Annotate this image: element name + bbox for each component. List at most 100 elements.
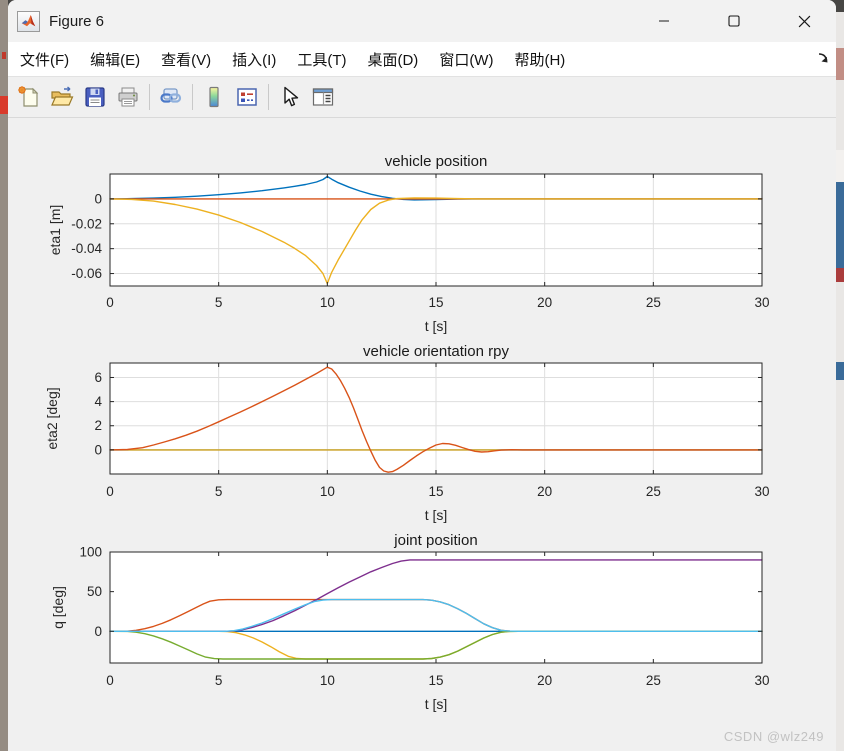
menu-view[interactable]: 查看(V) bbox=[161, 51, 212, 69]
y-axis-label: eta1 [m] bbox=[47, 205, 63, 256]
chart-vehicle-position: 0 5 10 15 20 25 30 0 -0.02 -0.04 -0.06 vehicle posi… bbox=[47, 153, 770, 334]
svg-text:15: 15 bbox=[428, 484, 443, 499]
dock-figure-button[interactable] bbox=[816, 51, 830, 70]
property-editor-icon bbox=[312, 88, 334, 106]
background-sliver bbox=[836, 48, 844, 80]
series-purple bbox=[109, 559, 763, 632]
svg-text:5: 5 bbox=[215, 295, 223, 310]
x-axis-label: t [s] bbox=[425, 318, 448, 334]
insert-legend-button[interactable] bbox=[232, 82, 262, 112]
background-sliver bbox=[836, 0, 844, 12]
insert-colorbar-button[interactable] bbox=[199, 82, 229, 112]
menu-window[interactable]: 窗口(W) bbox=[439, 51, 494, 69]
svg-text:100: 100 bbox=[79, 545, 102, 560]
background-red-dot bbox=[2, 52, 6, 59]
svg-text:15: 15 bbox=[428, 295, 443, 310]
series-green bbox=[109, 630, 763, 660]
chart-title: joint position bbox=[393, 532, 477, 549]
background-red-notch bbox=[0, 96, 8, 114]
window-title: Figure 6 bbox=[49, 12, 105, 30]
svg-text:50: 50 bbox=[87, 584, 102, 599]
minimize-button[interactable] bbox=[642, 0, 686, 42]
svg-text:0: 0 bbox=[106, 484, 114, 499]
background-sliver bbox=[836, 182, 844, 268]
svg-text:2: 2 bbox=[94, 418, 102, 433]
svg-text:30: 30 bbox=[754, 484, 769, 499]
svg-text:-0.02: -0.02 bbox=[71, 216, 102, 231]
toolbar-separator bbox=[192, 84, 193, 110]
svg-text:25: 25 bbox=[646, 484, 661, 499]
svg-text:0: 0 bbox=[94, 191, 102, 206]
maximize-button[interactable] bbox=[712, 0, 756, 42]
background-sliver bbox=[836, 362, 844, 380]
save-floppy-icon bbox=[85, 87, 105, 107]
titlebar[interactable]: Figure 6 bbox=[8, 0, 836, 42]
chart-title: vehicle position bbox=[385, 153, 488, 170]
menu-edit[interactable]: 编辑(E) bbox=[90, 51, 141, 69]
svg-text:-0.06: -0.06 bbox=[71, 266, 102, 281]
figure-toolbar bbox=[8, 77, 836, 118]
menu-help[interactable]: 帮助(H) bbox=[514, 51, 566, 69]
print-figure-button[interactable] bbox=[113, 82, 143, 112]
svg-text:4: 4 bbox=[94, 394, 102, 409]
menubar: 文件(F) 编辑(E) 查看(V) 插入(I) 工具(T) 桌面(D) 窗口(W… bbox=[8, 42, 836, 77]
svg-text:0: 0 bbox=[94, 442, 102, 457]
toolbar-separator bbox=[268, 84, 269, 110]
new-figure-button[interactable] bbox=[14, 82, 44, 112]
toolbar-separator bbox=[149, 84, 150, 110]
x-axis-label: t [s] bbox=[425, 696, 448, 712]
background-sliver bbox=[836, 268, 844, 282]
svg-text:0: 0 bbox=[106, 295, 114, 310]
watermark: CSDN @wlz249 bbox=[723, 729, 824, 744]
svg-text:0: 0 bbox=[106, 673, 114, 688]
background-right-strip bbox=[836, 0, 844, 751]
svg-text:20: 20 bbox=[537, 673, 552, 688]
maximize-icon bbox=[728, 15, 740, 27]
dock-arrow-icon bbox=[818, 53, 828, 63]
new-figure-icon bbox=[18, 86, 39, 107]
svg-text:25: 25 bbox=[646, 295, 661, 310]
property-inspector-button[interactable] bbox=[308, 82, 338, 112]
svg-text:0: 0 bbox=[94, 624, 102, 639]
chart-title: vehicle orientation rpy bbox=[363, 343, 509, 360]
menu-file[interactable]: 文件(F) bbox=[20, 51, 70, 69]
svg-text:30: 30 bbox=[754, 673, 769, 688]
save-figure-button[interactable] bbox=[80, 82, 110, 112]
close-icon bbox=[798, 15, 810, 27]
close-button[interactable] bbox=[782, 0, 826, 42]
svg-text:5: 5 bbox=[215, 484, 223, 499]
menu-desktop[interactable]: 桌面(D) bbox=[367, 51, 419, 69]
link-plot-icon bbox=[160, 88, 182, 103]
svg-text:-0.04: -0.04 bbox=[71, 241, 102, 256]
svg-text:30: 30 bbox=[754, 295, 769, 310]
link-plot-button[interactable] bbox=[156, 82, 186, 112]
series-cyan bbox=[109, 598, 763, 632]
open-folder-icon bbox=[51, 86, 74, 106]
figure-window: Figure 6 文件(F) 编辑(E) 查看(V) 插入(I) bbox=[8, 0, 836, 751]
edit-plot-button[interactable] bbox=[275, 82, 305, 112]
background-sliver bbox=[836, 150, 844, 182]
matlab-logo-icon bbox=[17, 10, 40, 32]
y-axis-label: eta2 [deg] bbox=[44, 387, 60, 449]
svg-text:15: 15 bbox=[428, 673, 443, 688]
cursor-arrow-icon bbox=[284, 86, 299, 107]
chart-joint-position: 0 5 10 15 20 25 30 100 50 0 joint position t [s] q [… bbox=[50, 532, 770, 712]
printer-icon bbox=[118, 87, 138, 107]
open-file-button[interactable] bbox=[47, 82, 77, 112]
svg-text:20: 20 bbox=[537, 484, 552, 499]
series-yellow bbox=[109, 197, 763, 285]
svg-text:10: 10 bbox=[320, 295, 335, 310]
svg-text:25: 25 bbox=[646, 673, 661, 688]
svg-text:10: 10 bbox=[320, 484, 335, 499]
menu-insert[interactable]: 插入(I) bbox=[232, 51, 277, 69]
colorbar-icon bbox=[209, 86, 219, 108]
x-axis-label: t [s] bbox=[425, 507, 448, 523]
minimize-icon bbox=[659, 20, 669, 22]
svg-text:20: 20 bbox=[537, 295, 552, 310]
svg-text:5: 5 bbox=[215, 673, 223, 688]
background-left-strip bbox=[0, 0, 8, 751]
menu-tools[interactable]: 工具(T) bbox=[297, 51, 347, 69]
svg-text:6: 6 bbox=[94, 370, 102, 385]
